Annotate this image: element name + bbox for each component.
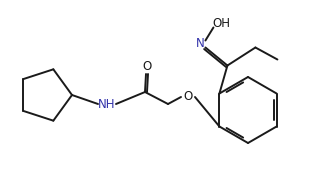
Text: NH: NH [98,98,116,111]
Text: N: N [196,37,205,50]
Text: O: O [142,60,151,74]
Text: OH: OH [213,17,230,30]
Text: O: O [183,90,192,103]
